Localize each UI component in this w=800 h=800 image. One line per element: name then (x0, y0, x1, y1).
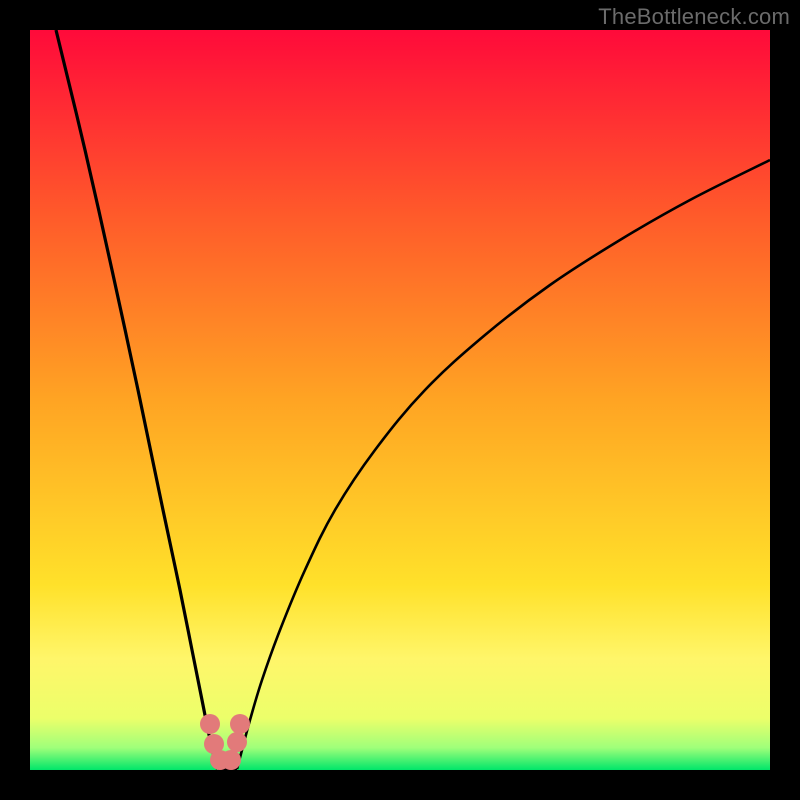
data-marker (230, 714, 250, 734)
plot-area (30, 30, 770, 770)
curve-left (56, 30, 218, 769)
watermark-label: TheBottleneck.com (598, 4, 790, 30)
curve-right (237, 160, 770, 769)
data-marker (227, 732, 247, 752)
data-marker (200, 714, 220, 734)
chart-svg (30, 30, 770, 770)
chart-frame: TheBottleneck.com (0, 0, 800, 800)
marker-group (200, 714, 250, 770)
data-marker (221, 750, 241, 770)
